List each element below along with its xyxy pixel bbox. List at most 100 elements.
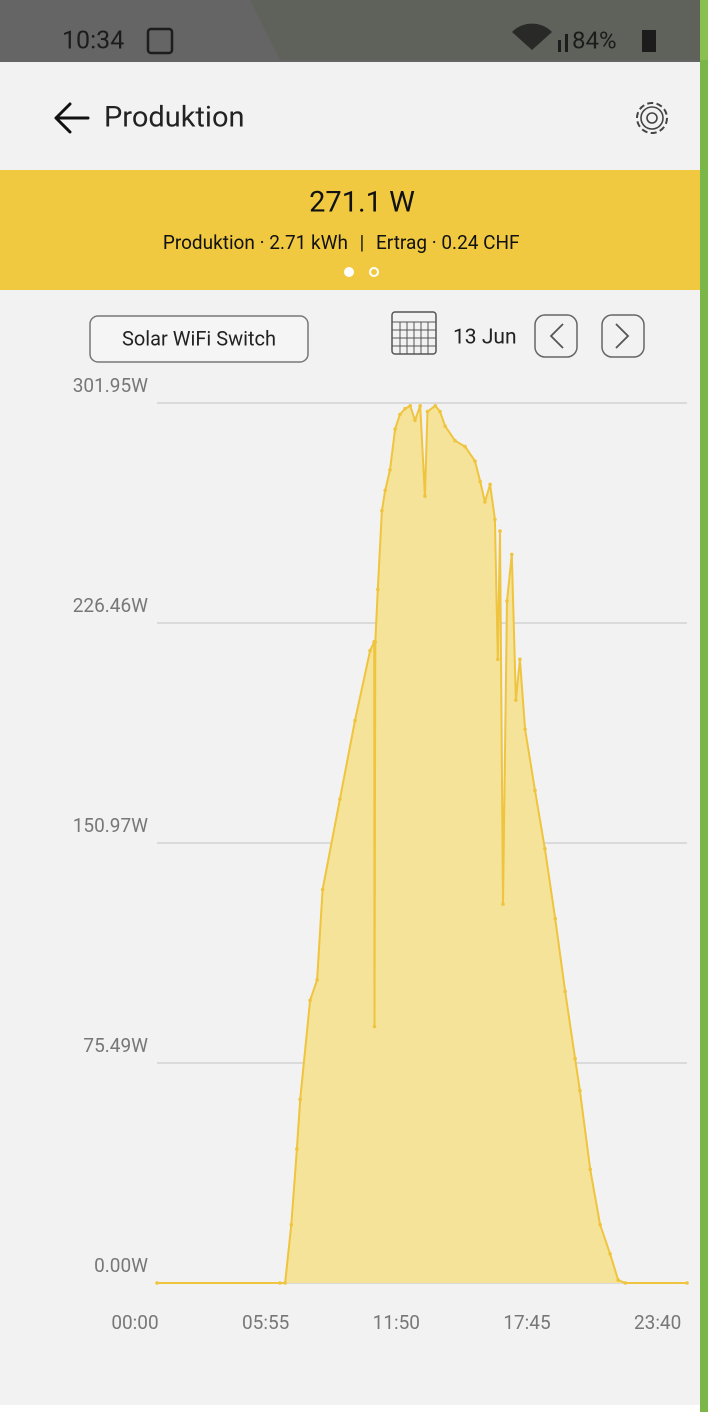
data-point [298,1097,302,1102]
data-point [289,1222,294,1227]
settings-button[interactable] [636,102,668,134]
data-point [383,488,387,493]
area-fill [157,405,687,1283]
data-point [283,1281,287,1285]
data-point [473,459,477,463]
data-point [543,846,547,851]
gear-center[interactable] [646,112,658,124]
x-tick-label: 05:55 [242,1311,289,1334]
page-dot-active[interactable] [344,267,354,277]
data-point [463,444,467,449]
data-point [578,1088,582,1093]
data-point [483,500,487,504]
next-chevron[interactable] [615,323,630,349]
page-title: Produktion [104,101,245,135]
status-time: 10:34 [62,27,124,56]
data-point [295,1147,299,1151]
data-point [338,797,342,802]
data-point [685,1281,689,1285]
data-point [523,727,527,732]
data-point [403,406,407,411]
date-picker[interactable]: 13 Jun [391,311,517,355]
data-point [505,599,509,603]
next-button[interactable] [601,314,645,358]
data-point [573,1056,577,1061]
data-point [380,508,384,513]
status-bar [0,0,700,62]
data-point [496,657,500,662]
x-tick-label: 23:40 [634,1311,681,1334]
slide-decoration [700,0,708,1412]
x-tick-label: 11:50 [373,1311,420,1334]
device-name[interactable]: Solar WiFi Switch [122,326,276,350]
data-point [553,916,558,921]
data-point [443,424,447,428]
data-point [498,529,502,533]
calendar-grid[interactable] [392,321,436,354]
back-button[interactable] [54,102,90,134]
data-point [388,468,392,472]
calendar-notification-icon [146,27,174,55]
y-tick-label: 0.00W [94,1254,148,1277]
data-point [315,978,319,982]
data-point [433,403,438,408]
device-button[interactable] [89,315,309,363]
previous-chevron[interactable] [549,323,564,349]
revenue-total: Ertrag · 0.24 CHF [376,231,520,254]
selected-date[interactable]: 13 Jun [453,326,517,350]
current-power: 271.1 W [309,186,415,220]
data-point [320,887,325,892]
data-point [155,1281,159,1285]
data-point [376,587,380,592]
data-point [368,648,372,653]
data-point [563,989,567,994]
data-point [393,427,397,431]
production-chart: 0.00W 75.49W 150.97W 226.46W 301.95W 00:00 05:… [73,374,689,1334]
signal-icon [565,34,568,52]
data-point [308,998,312,1003]
previous-day[interactable] [534,314,578,358]
data-point [372,1024,377,1029]
data-point [623,1281,627,1285]
device-selector[interactable]: Solar WiFi Switch [89,315,309,363]
signal-icon [558,40,561,52]
data-point [423,494,427,498]
data-point [493,517,497,522]
data-point [478,479,482,484]
data-point [588,1167,593,1172]
data-point [413,418,417,423]
data-point [598,1222,602,1227]
page-dot[interactable] [369,267,379,277]
data-point [438,409,442,414]
data-point [608,1252,612,1256]
data-point [418,403,422,408]
data-point [533,788,537,793]
data-point [373,640,378,644]
y-tick-label: 150.97W [73,814,148,837]
battery-level: 84% [572,26,617,54]
data-point [616,1278,620,1282]
y-tick-label: 226.46W [73,594,148,617]
data-point [353,718,357,723]
production-total: Produktion · 2.71 kWh [163,231,348,254]
data-point [398,412,402,417]
x-tick-label: 00:00 [111,1311,158,1334]
data-point [453,438,457,443]
next-day[interactable] [601,314,645,358]
back-arrow[interactable] [54,102,90,134]
data-point [425,409,430,414]
y-tick-label: 75.49W [83,1034,148,1057]
data-point [408,403,413,408]
gear-ring[interactable] [640,106,664,130]
data-point [501,902,505,906]
data-point [514,698,518,702]
data-point [488,482,492,487]
separator: | [360,231,365,254]
previous-button[interactable] [534,314,578,358]
y-tick-label: 301.95W [73,374,148,397]
data-point [518,657,522,662]
data-point [510,552,514,557]
gear-outer[interactable] [636,102,668,134]
battery-icon [642,30,656,52]
